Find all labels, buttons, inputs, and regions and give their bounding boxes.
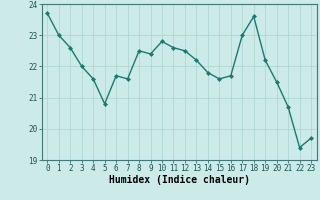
X-axis label: Humidex (Indice chaleur): Humidex (Indice chaleur): [109, 175, 250, 185]
